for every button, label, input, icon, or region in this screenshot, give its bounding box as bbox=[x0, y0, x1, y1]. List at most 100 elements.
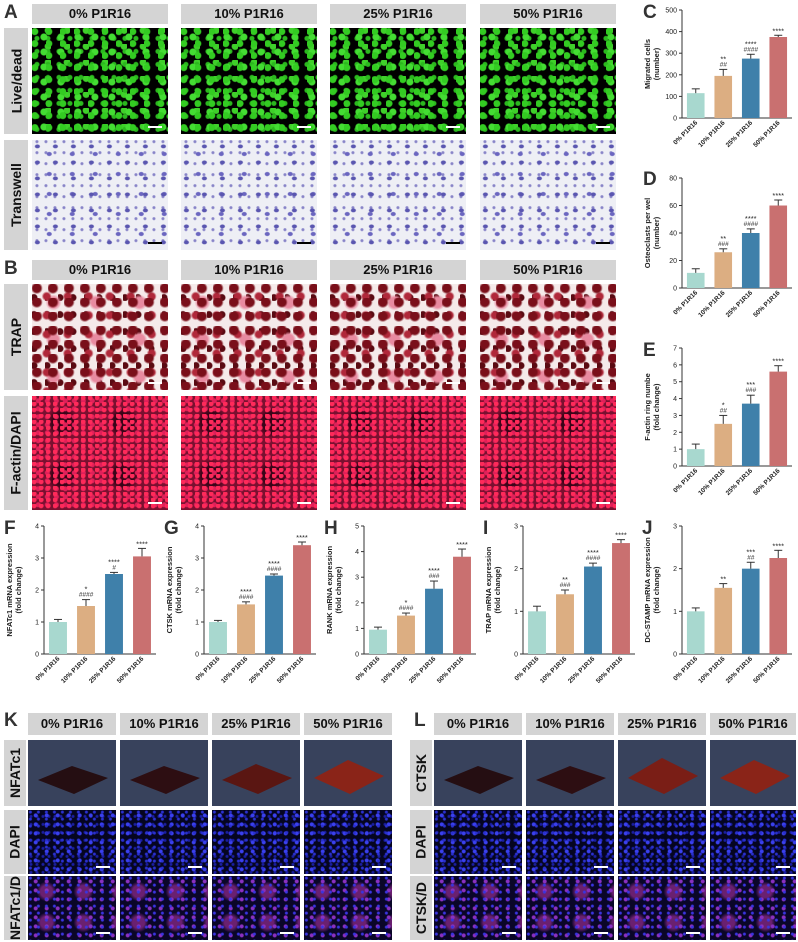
row-header: NFATc1 bbox=[4, 740, 26, 806]
merge-image bbox=[28, 876, 116, 940]
dapi-image bbox=[212, 810, 300, 874]
panel-label-k: K bbox=[4, 710, 18, 731]
row-header: DAPI bbox=[4, 810, 26, 874]
significance-stars: ** bbox=[720, 54, 726, 63]
significance-stars: * bbox=[722, 400, 725, 409]
live-dead-image bbox=[480, 28, 616, 134]
y-axis-label: Osteoclasts per wel bbox=[643, 198, 652, 268]
y-axis-label: (fold change) bbox=[14, 566, 23, 614]
y-axis-label: DC-STAMP mRNA expression bbox=[643, 537, 652, 643]
transwell-image bbox=[480, 140, 616, 250]
y-axis-label: CTSK mRNA expression bbox=[165, 546, 174, 633]
merge-image bbox=[304, 876, 392, 940]
significance-stars: ** bbox=[720, 575, 726, 584]
x-tick-label: 0% P1R16 bbox=[34, 655, 61, 682]
row-header: Transwell bbox=[4, 140, 28, 250]
dapi-image bbox=[434, 810, 522, 874]
significance-hash: #### bbox=[79, 592, 94, 599]
dapi-image bbox=[28, 810, 116, 874]
chart-dc-stamp-mrna: 0 1 2 3 DC-STAMP mRNA expression (fold change… bbox=[643, 524, 792, 685]
bar bbox=[528, 611, 546, 654]
bar bbox=[686, 449, 705, 466]
scale-bar bbox=[148, 382, 162, 384]
scale-bar bbox=[96, 866, 110, 868]
y-axis-label: (number) bbox=[652, 216, 661, 249]
panel-label-g: G bbox=[164, 518, 179, 539]
panel-label-j: J bbox=[642, 518, 653, 539]
significance-hash: ## bbox=[720, 407, 728, 414]
x-tick-label: 25% P1R16 bbox=[725, 119, 755, 149]
column-header: 25% P1R16 bbox=[618, 713, 706, 735]
x-tick-label: 50% P1R16 bbox=[752, 119, 782, 149]
x-tick-label: 10% P1R16 bbox=[380, 655, 410, 685]
bar bbox=[556, 594, 574, 654]
dapi-image bbox=[710, 810, 796, 874]
scale-bar bbox=[280, 932, 294, 934]
panel-label-l: L bbox=[414, 710, 426, 731]
y-tick-label: 4 bbox=[673, 396, 677, 403]
significance-stars: **** bbox=[108, 557, 120, 566]
scale-bar bbox=[297, 126, 311, 128]
live-dead-image bbox=[32, 28, 168, 134]
x-tick-label: 25% P1R16 bbox=[567, 655, 597, 685]
y-axis-label: Migrated cells bbox=[643, 39, 652, 89]
row-header: F-actin/DAPI bbox=[4, 396, 28, 510]
bar bbox=[425, 588, 443, 654]
significance-stars: **** bbox=[456, 540, 468, 549]
bar bbox=[369, 629, 387, 654]
significance-stars: **** bbox=[772, 357, 784, 366]
y-tick-label: 1 bbox=[673, 447, 677, 454]
significance-hash: ## bbox=[747, 554, 755, 561]
scale-bar bbox=[686, 866, 700, 868]
row-header: NFATc1/D bbox=[4, 876, 26, 940]
y-axis-label: (fold change) bbox=[652, 383, 661, 431]
trap-image bbox=[181, 284, 317, 390]
scale-bar bbox=[297, 502, 311, 504]
significance-hash: #### bbox=[239, 594, 254, 601]
y-axis-label: (fold change) bbox=[493, 566, 502, 614]
trap-image bbox=[32, 284, 168, 390]
scale-bar bbox=[372, 866, 386, 868]
scale-bar bbox=[188, 932, 202, 934]
y-tick-label: 4 bbox=[355, 549, 359, 556]
significance-stars: *** bbox=[746, 547, 755, 556]
live-dead-image bbox=[330, 28, 466, 134]
significance-hash: ### bbox=[745, 387, 756, 394]
ctsk-surface-plot bbox=[618, 740, 706, 806]
x-tick-label: 50% P1R16 bbox=[116, 655, 146, 685]
significance-hash: ### bbox=[429, 573, 440, 580]
chart-ctsk-mrna: 0 1 2 3 4 CTSK mRNA expression (fold change) 0%… bbox=[165, 524, 316, 685]
y-tick-label: 0 bbox=[355, 652, 359, 659]
trap-image bbox=[480, 284, 616, 390]
significance-stars: *** bbox=[746, 380, 755, 389]
ctsk-surface-plot bbox=[434, 740, 522, 806]
column-header: 25% P1R16 bbox=[330, 4, 466, 24]
x-tick-label: 0% P1R16 bbox=[672, 655, 699, 682]
y-tick-label: 3 bbox=[195, 556, 199, 563]
nfatc1-surface-plot bbox=[304, 740, 392, 806]
significance-stars: **** bbox=[772, 541, 784, 550]
x-tick-label: 50% P1R16 bbox=[752, 467, 782, 497]
bar bbox=[714, 75, 733, 118]
bar bbox=[769, 558, 788, 654]
scale-bar bbox=[280, 866, 294, 868]
bar bbox=[686, 272, 705, 288]
panel-label-i: I bbox=[483, 518, 489, 539]
scale-bar bbox=[776, 932, 790, 934]
x-tick-label: 50% P1R16 bbox=[436, 655, 466, 685]
y-axis-label: (fold change) bbox=[652, 566, 661, 614]
significance-hash: ## bbox=[720, 61, 728, 68]
panel-label-h: H bbox=[324, 518, 338, 539]
panel-label-a: A bbox=[4, 2, 18, 23]
column-header: 0% P1R16 bbox=[32, 260, 168, 280]
f-actin-image bbox=[330, 396, 466, 510]
bar bbox=[453, 556, 471, 654]
row-header: DAPI bbox=[410, 810, 432, 874]
significance-stars: **** bbox=[745, 214, 757, 223]
scale-bar bbox=[446, 242, 460, 244]
column-header: 50% P1R16 bbox=[480, 260, 616, 280]
column-header: 10% P1R16 bbox=[120, 713, 208, 735]
x-tick-label: 10% P1R16 bbox=[60, 655, 90, 685]
live-dead-image bbox=[181, 28, 317, 134]
y-tick-label: 2 bbox=[673, 430, 677, 437]
